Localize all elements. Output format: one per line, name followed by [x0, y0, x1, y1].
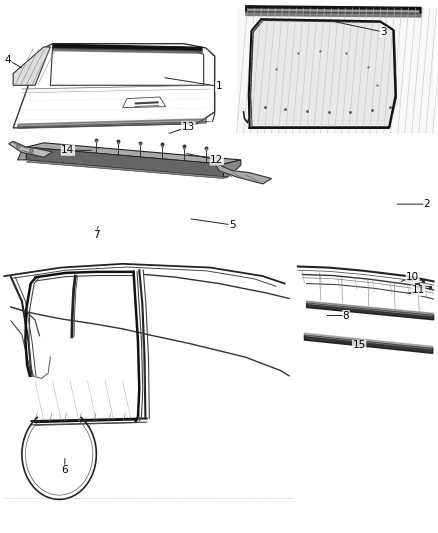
Text: 12: 12 — [210, 155, 223, 165]
Text: 7: 7 — [93, 230, 100, 239]
Text: 14: 14 — [61, 146, 74, 155]
Text: 10: 10 — [406, 272, 419, 282]
Text: 1: 1 — [215, 82, 223, 91]
Text: 13: 13 — [182, 122, 195, 132]
Polygon shape — [26, 143, 241, 164]
Text: 15: 15 — [353, 341, 366, 350]
Polygon shape — [215, 163, 272, 184]
Polygon shape — [307, 303, 434, 320]
Text: 2: 2 — [424, 199, 431, 209]
Polygon shape — [9, 141, 53, 157]
Polygon shape — [307, 301, 434, 316]
Polygon shape — [304, 333, 433, 349]
Polygon shape — [237, 8, 434, 133]
Text: 8: 8 — [343, 311, 350, 320]
Text: 3: 3 — [380, 27, 387, 37]
Polygon shape — [304, 335, 433, 353]
Polygon shape — [13, 47, 50, 85]
Polygon shape — [26, 147, 223, 177]
Text: 5: 5 — [229, 220, 236, 230]
Polygon shape — [223, 160, 241, 177]
Polygon shape — [251, 20, 396, 127]
Polygon shape — [26, 160, 228, 179]
Polygon shape — [18, 147, 26, 160]
Text: 11: 11 — [412, 286, 425, 295]
Text: 4: 4 — [4, 55, 11, 64]
Text: 6: 6 — [61, 465, 68, 475]
